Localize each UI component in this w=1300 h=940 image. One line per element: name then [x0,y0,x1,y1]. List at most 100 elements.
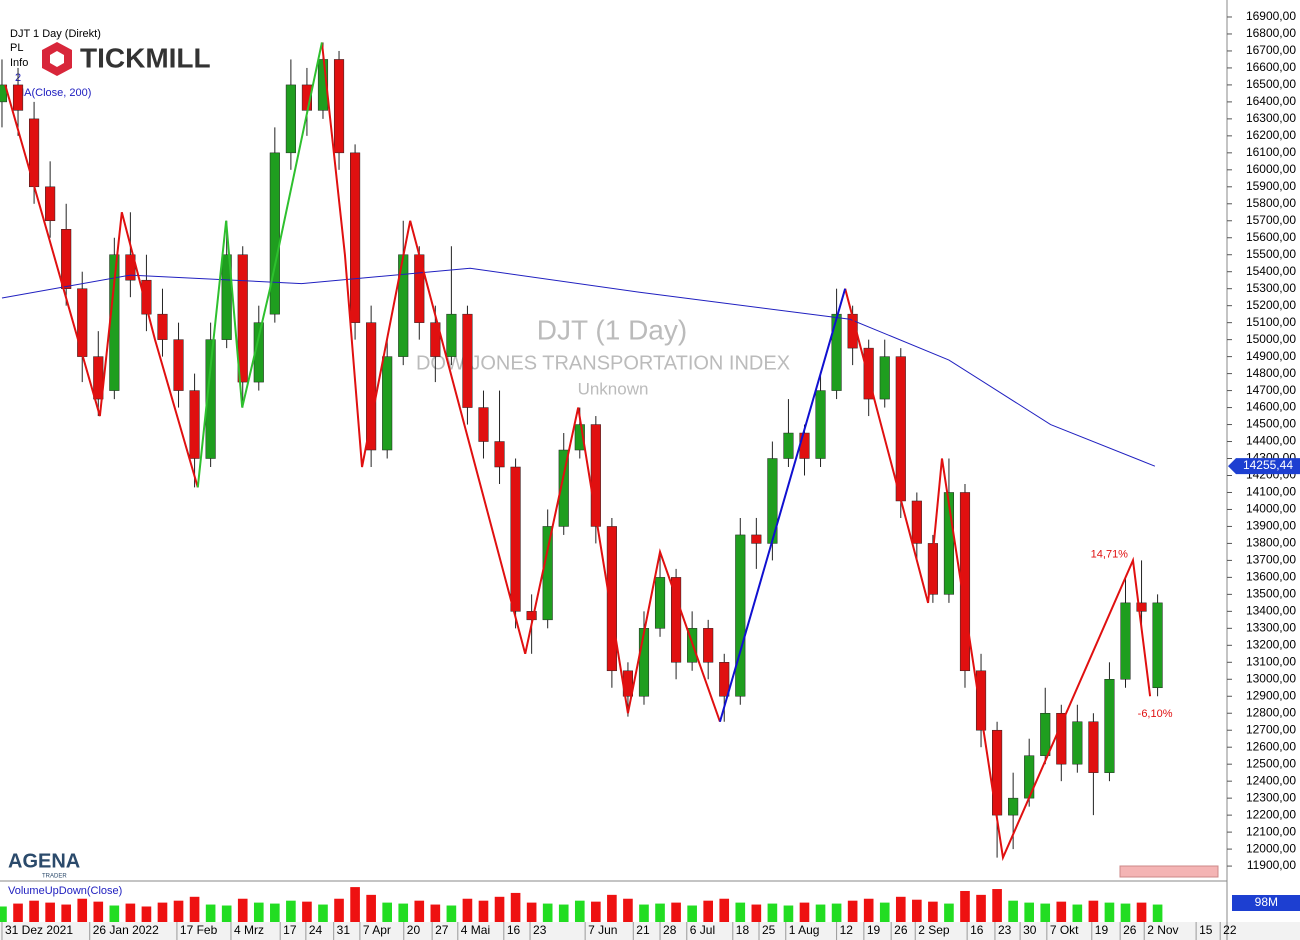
y-tick-label: 15900,00 [1246,179,1296,193]
candle-body [173,339,184,391]
candle-body [815,390,826,459]
x-tick-label: 19 [867,923,881,937]
volume-bar [494,896,505,922]
candle-body [12,84,24,111]
y-tick-label: 16100,00 [1246,145,1296,159]
candle-body [975,670,987,731]
candle-body [1104,679,1115,773]
y-tick-label: 13800,00 [1246,536,1296,550]
candle-body [1120,602,1131,680]
volume-bar [13,903,23,922]
volume-bar [1136,902,1147,922]
candle-body [863,347,874,400]
x-tick-label: 16 [970,923,984,937]
volume-bar [558,904,569,922]
candle-body [269,152,280,315]
volume-bar [960,890,970,922]
volume-bar [398,903,409,922]
x-tick-label: 7 Jun [588,923,617,937]
y-tick-label: 15300,00 [1246,281,1296,295]
volume-bar [221,905,232,922]
y-tick-label: 14900,00 [1246,349,1296,363]
volume-bar [382,902,392,922]
y-tick-label: 12700,00 [1246,722,1296,736]
y-tick-label: 14500,00 [1246,417,1296,431]
volume-tick-label: 98M [1255,895,1278,909]
x-tick-label: 19 [1095,923,1109,937]
volume-bar [735,902,746,922]
candle-body [1008,797,1019,816]
pl: PL [10,42,23,54]
y-tick-label: 13700,00 [1246,553,1296,567]
candle-body [943,492,955,595]
candle-body [510,466,521,612]
y-tick-label: 16500,00 [1246,77,1296,91]
platform-sub: TRADER [42,874,67,880]
volume-bar [1072,904,1083,922]
candle-body [45,186,56,222]
volume-bar [783,905,794,922]
y-tick-label: 13100,00 [1246,654,1296,668]
volume-bar [237,898,248,922]
annotation: 14,71% [1091,548,1129,560]
x-tick-label: 31 [337,923,351,937]
y-tick-label: 12400,00 [1246,773,1296,787]
candle-body [703,628,714,663]
volume-bar [1040,903,1051,922]
broker-logo: TICKMILL [80,42,211,73]
candle-body [1136,602,1147,612]
volume-bar [1008,900,1018,922]
candle-body [558,449,569,527]
x-tick-label: 27 [435,923,449,937]
volume-bar [109,905,120,922]
candle-body [574,424,585,451]
volume-bar [526,902,537,922]
x-tick-label: 17 [283,923,297,937]
volume-bar [334,898,344,922]
candle-body [783,432,794,459]
y-tick-label: 15400,00 [1246,264,1296,278]
volume-bar [591,901,601,922]
candle-body [462,313,473,408]
x-tick-label: 7 Okt [1050,923,1079,937]
x-tick-label: 24 [309,923,323,937]
info: Info [10,57,28,69]
y-tick-label: 12600,00 [1246,739,1296,753]
volume-bar [0,906,7,922]
volume-bar [366,894,376,922]
y-tick-label: 12300,00 [1246,790,1296,804]
candle-body [77,288,88,357]
annotation: -6,10% [1138,708,1173,720]
volume-bar [302,901,312,922]
moving-average [1,267,1156,467]
candle-body [895,356,906,502]
volume-bar [77,898,88,922]
y-tick-label: 15800,00 [1246,196,1296,210]
x-tick-label: 2 Nov [1147,923,1178,937]
candle-body [1056,712,1067,765]
volume-bar [928,901,938,922]
volume-bar [1104,902,1115,922]
x-tick-label: 7 Apr [363,923,391,937]
candle-body [1040,712,1051,756]
volume-title: VolumeUpDown(Close) [8,885,122,897]
candle-body [1072,721,1083,765]
y-tick-label: 13600,00 [1246,570,1296,584]
candle-body [606,526,617,672]
platform-logo: AGENA [8,850,80,872]
x-tick-label: 18 [736,923,750,937]
zigzag [718,288,847,723]
instrument: DJT 1 Day (Direkt) [10,28,101,40]
ma-label: MA(Close, 200) [15,87,91,99]
candle-body [799,432,810,459]
watermark-note: Unknown [578,379,649,398]
x-tick-label: 17 Feb [180,923,218,937]
volume-bar [1120,903,1131,922]
y-tick-label: 13200,00 [1246,637,1296,651]
scroll-marker [1119,865,1219,878]
volume-bar [655,903,665,922]
volume-bar [767,903,778,922]
y-tick-label: 14800,00 [1246,366,1296,380]
x-tick-label: 31 Dez 2021 [5,923,73,937]
